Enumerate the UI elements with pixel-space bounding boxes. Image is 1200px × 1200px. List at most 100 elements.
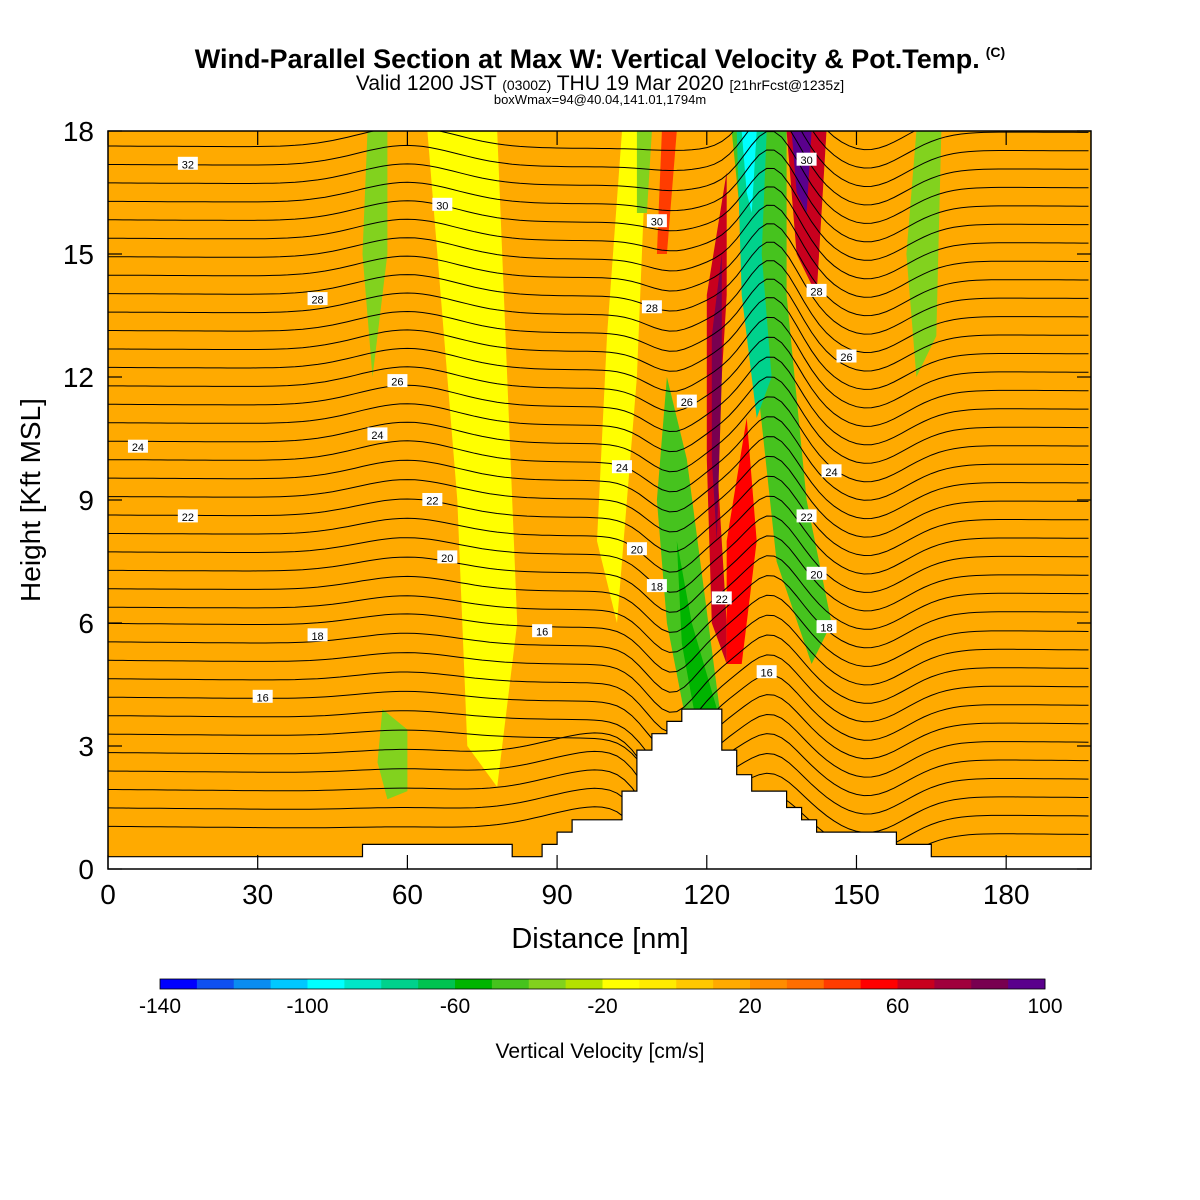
- theta-contour-20: [108, 416, 1089, 501]
- colorbar-swatch-8: [455, 979, 493, 989]
- velocity-region-20: [726, 418, 757, 664]
- theta-contour-30: [108, 223, 1089, 317]
- title-mark: (C): [985, 44, 1006, 60]
- y-tick-label-9: 9: [78, 485, 94, 516]
- contour-label-17: 22: [711, 591, 732, 606]
- title-main: Wind-Parallel Section at Max W: Vertical…: [194, 44, 980, 74]
- contour-label-16: 22: [796, 509, 817, 524]
- colorbar-tick-100: 100: [1027, 995, 1062, 1018]
- valid-time-line: Valid 1200 JST (0300Z) THU 19 Mar 2020 […: [0, 72, 1200, 96]
- velocity-region-11: [636, 131, 652, 213]
- contour-label-1: 30: [432, 197, 453, 212]
- contour-label-8: 26: [676, 394, 697, 409]
- theta-contour-11: [108, 594, 1089, 673]
- valid-utc: (0300Z): [502, 77, 552, 93]
- svg-text:24: 24: [132, 442, 144, 454]
- terrain-outline: [108, 708, 1091, 858]
- colorbar-swatch-22: [971, 979, 1009, 989]
- contour-label-4: 28: [307, 292, 328, 307]
- theta-contour-22: [108, 376, 1089, 464]
- theta-contour-28: [108, 260, 1089, 354]
- velocity-region-5: [956, 541, 1057, 828]
- contour-label-20: 20: [806, 566, 827, 581]
- svg-text:22: 22: [716, 594, 728, 606]
- velocity-region-19: [711, 254, 722, 541]
- chart-title: Wind-Parallel Section at Max W: Vertical…: [0, 44, 1200, 75]
- y-tick-label-6: 6: [78, 608, 94, 639]
- svg-text:30: 30: [651, 217, 663, 229]
- y-axis: 0 3 6 9 12 15 18: [63, 116, 1091, 885]
- colorbar-swatch-23: [1008, 979, 1046, 989]
- colorbar-tick--60: -60: [440, 995, 470, 1018]
- contour-label-layer: 32 30 30 30 28 28 28 26 26 26 24 24 24 24 22 22 22 22 20 20…: [127, 152, 857, 704]
- svg-text:16: 16: [761, 668, 773, 680]
- contour-label-23: 18: [816, 620, 837, 635]
- colorbar-tick--100: -100: [286, 995, 328, 1018]
- y-tick-label-3: 3: [78, 731, 94, 762]
- velocity-region-1: [108, 131, 333, 746]
- velocity-region-2: [367, 131, 458, 746]
- x-tick-label-180: 180: [983, 879, 1030, 910]
- contour-label-6: 28: [806, 283, 827, 298]
- colorbar: -140 -100 -60 -20 20 60 100: [139, 978, 1063, 1018]
- potential-temperature-contours: [108, 131, 1089, 858]
- x-tick-label-150: 150: [833, 879, 880, 910]
- contour-label-2: 30: [646, 214, 667, 229]
- colorbar-swatch-0: [160, 979, 198, 989]
- velocity-region-15: [736, 131, 772, 418]
- svg-text:24: 24: [825, 467, 837, 479]
- x-axis: 0 30 60 90 120 150 180: [100, 131, 1030, 910]
- colorbar-tick-60: 60: [886, 995, 909, 1018]
- theta-contour-29: [108, 241, 1089, 335]
- theta-contour-9: [108, 634, 1089, 713]
- theta-contour-23: [108, 356, 1089, 446]
- contour-label-11: 24: [367, 427, 388, 442]
- velocity-region-8: [362, 131, 388, 377]
- theta-contour-37: [108, 131, 1089, 188]
- colorbar-tick--20: -20: [587, 995, 617, 1018]
- colorbar-swatch-5: [344, 979, 382, 989]
- colorbar-swatch-15: [713, 979, 751, 989]
- theta-contour-3: [108, 750, 1089, 821]
- svg-text:20: 20: [810, 569, 822, 581]
- colorbar-swatch-11: [565, 979, 603, 989]
- theta-contour-13: [108, 555, 1089, 633]
- svg-text:18: 18: [820, 623, 832, 635]
- box-wmax-line: boxWmax=94@40.04,141.01,1794m: [493, 92, 707, 107]
- theta-contour-35: [108, 131, 1089, 224]
- theta-contour-8: [108, 654, 1089, 733]
- contour-label-9: 26: [836, 349, 857, 364]
- contour-label-7: 26: [387, 374, 408, 389]
- theta-contour-25: [108, 316, 1089, 409]
- svg-text:16: 16: [536, 627, 548, 639]
- x-tick-label-30: 30: [242, 879, 273, 910]
- svg-text:22: 22: [182, 512, 194, 524]
- colorbar-swatch-10: [528, 979, 567, 989]
- y-axis-label: Height [Kft MSL]: [15, 398, 46, 602]
- svg-text:16: 16: [257, 692, 269, 704]
- svg-text:24: 24: [371, 430, 383, 442]
- theta-contour-36: [108, 131, 1089, 206]
- y-tick-label-15: 15: [63, 239, 94, 270]
- theta-contour-1: [108, 787, 1089, 858]
- contour-label-19: 20: [626, 542, 647, 557]
- colorbar-tick-20: 20: [738, 995, 761, 1018]
- x-tick-label-0: 0: [100, 879, 116, 910]
- colorbar-label: Vertical Velocity [cm/s]: [496, 1040, 705, 1063]
- contour-label-22: 18: [646, 579, 667, 594]
- colorbar-frame: [159, 978, 1046, 990]
- contour-label-12: 24: [611, 460, 632, 475]
- contour-label-14: 22: [177, 509, 198, 524]
- colorbar-swatch-4: [307, 979, 345, 989]
- colorbar-swatch-2: [233, 979, 272, 989]
- theta-contour-32: [108, 186, 1089, 280]
- theta-contour-15: [108, 515, 1089, 593]
- y-tick-label-0: 0: [78, 854, 94, 885]
- velocity-region-6: [427, 131, 518, 787]
- svg-text:18: 18: [311, 631, 323, 643]
- contour-label-26: 16: [756, 665, 777, 680]
- y-tick-label-18: 18: [63, 116, 94, 147]
- y-tick-label-12: 12: [63, 362, 94, 393]
- contour-label-0: 32: [177, 156, 198, 171]
